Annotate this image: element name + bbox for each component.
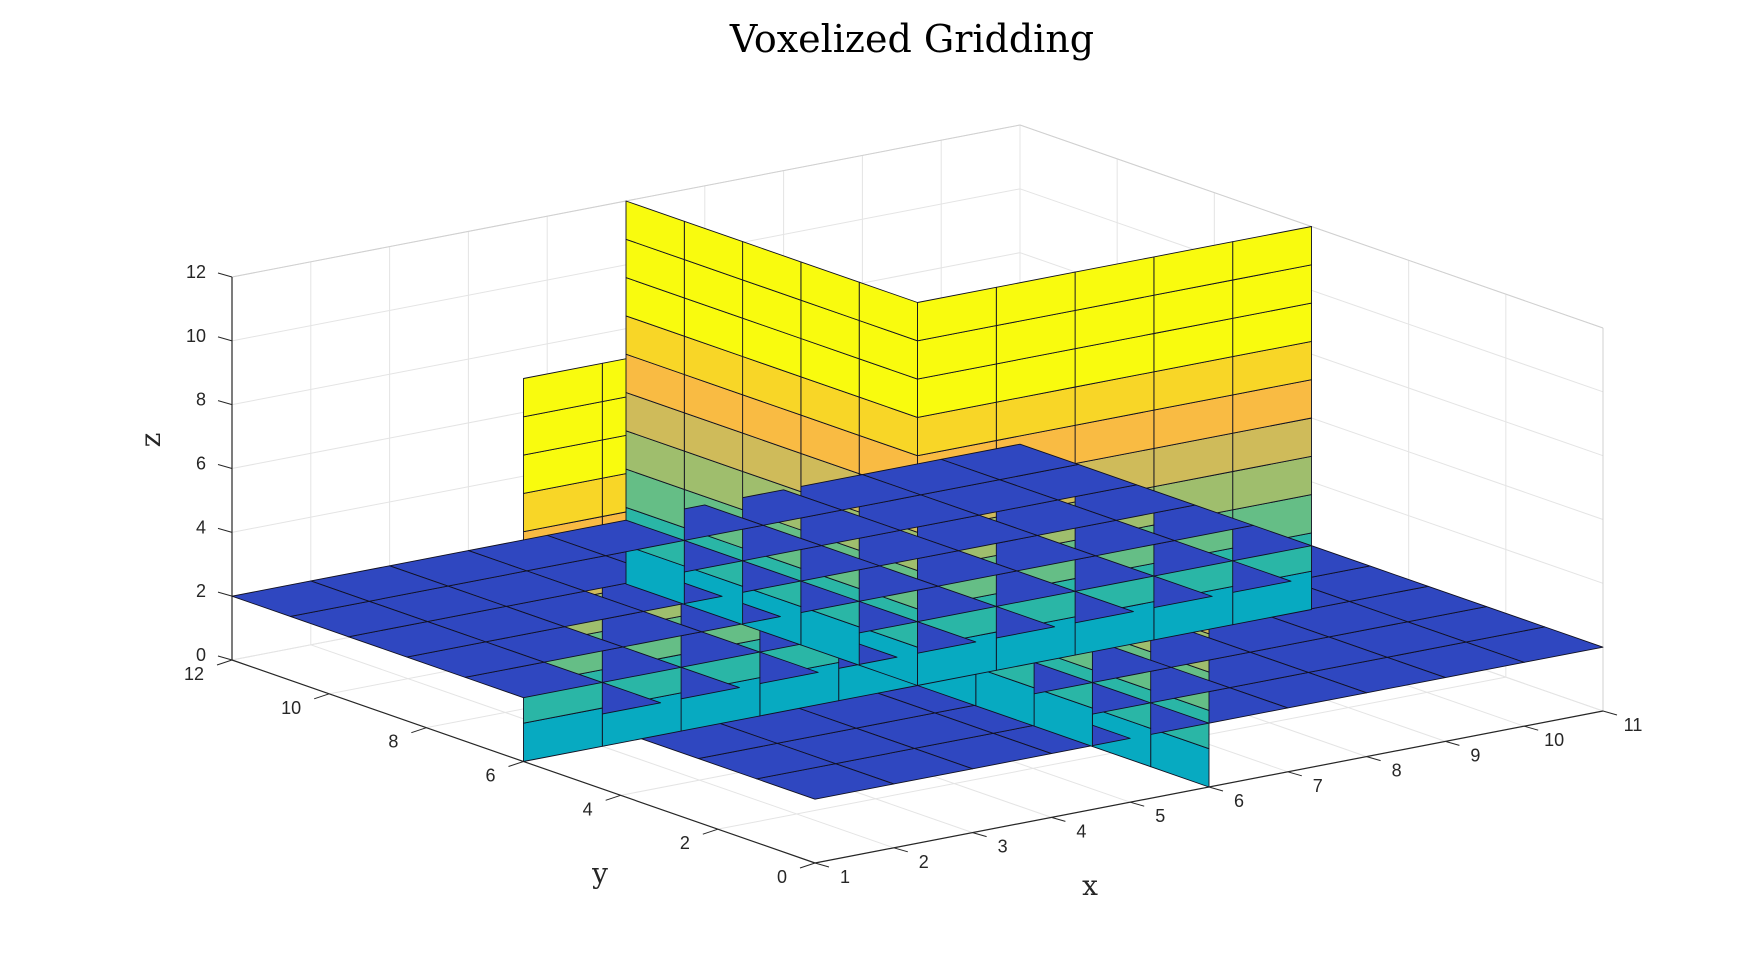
x-tick-label: 1 <box>840 867 850 887</box>
z-tick <box>217 464 233 469</box>
x-tick-label: 2 <box>919 852 929 872</box>
x-tick-label: 7 <box>1313 776 1323 796</box>
z-tick-label: 10 <box>186 326 206 346</box>
x-tick <box>1208 786 1224 792</box>
y-axis-label: y <box>591 857 608 890</box>
z-tick-label: 0 <box>196 645 206 665</box>
z-tick <box>217 591 233 597</box>
x-tick-label: 8 <box>1392 761 1402 781</box>
y-tick-label: 12 <box>184 664 204 684</box>
y-tick <box>411 727 427 734</box>
x-tick <box>1524 725 1539 731</box>
y-tick <box>605 794 621 801</box>
y-tick <box>508 761 524 767</box>
x-axis-label: x <box>1082 869 1098 902</box>
horizontal-slice-cell <box>231 580 370 617</box>
z-tick-label: 4 <box>196 517 206 537</box>
y-tick-label: 8 <box>388 732 398 752</box>
chart-title: Voxelized Gridding <box>729 17 1094 61</box>
x-tick <box>1051 816 1066 822</box>
x-tick-label: 11 <box>1624 715 1643 735</box>
z-tick-label: 2 <box>196 581 206 601</box>
x-tick-label: 10 <box>1544 730 1564 750</box>
x-tick <box>972 832 987 838</box>
x-tick <box>1366 756 1381 762</box>
x-tick-label: 9 <box>1470 745 1480 765</box>
x-tick <box>814 862 830 868</box>
y-tick <box>314 693 330 700</box>
z-tick <box>217 336 233 342</box>
z-tick <box>217 272 233 278</box>
z-tick <box>217 655 233 661</box>
y-tick <box>702 828 718 835</box>
x-tick <box>1130 801 1145 807</box>
z-tick <box>217 527 233 533</box>
x-tick-label: 6 <box>1234 791 1244 811</box>
y-tick <box>799 862 816 869</box>
z-tick <box>217 400 233 406</box>
slice-x-6-cell <box>625 200 685 261</box>
z-tick-label: 8 <box>196 390 206 410</box>
x-tick-label: 5 <box>1155 806 1165 826</box>
z-tick-label: 12 <box>186 262 206 282</box>
x-tick-label: 3 <box>998 837 1008 857</box>
y-tick-label: 2 <box>680 833 690 853</box>
z-tick-label: 6 <box>196 454 206 474</box>
x-tick <box>1287 771 1302 777</box>
x-tick <box>893 847 908 853</box>
y-tick-label: 4 <box>583 799 593 819</box>
x-tick-label: 4 <box>1076 821 1086 841</box>
z-axis-label: z <box>134 433 167 448</box>
y-tick-label: 6 <box>485 766 495 786</box>
y-tick-label: 10 <box>281 698 301 718</box>
x-tick <box>1445 740 1460 746</box>
slice-y-6-cell <box>523 362 603 418</box>
y-tick-label: 0 <box>777 867 787 887</box>
surface-layer <box>231 200 1604 800</box>
x-tick <box>1602 710 1618 716</box>
y-tick <box>216 659 233 666</box>
